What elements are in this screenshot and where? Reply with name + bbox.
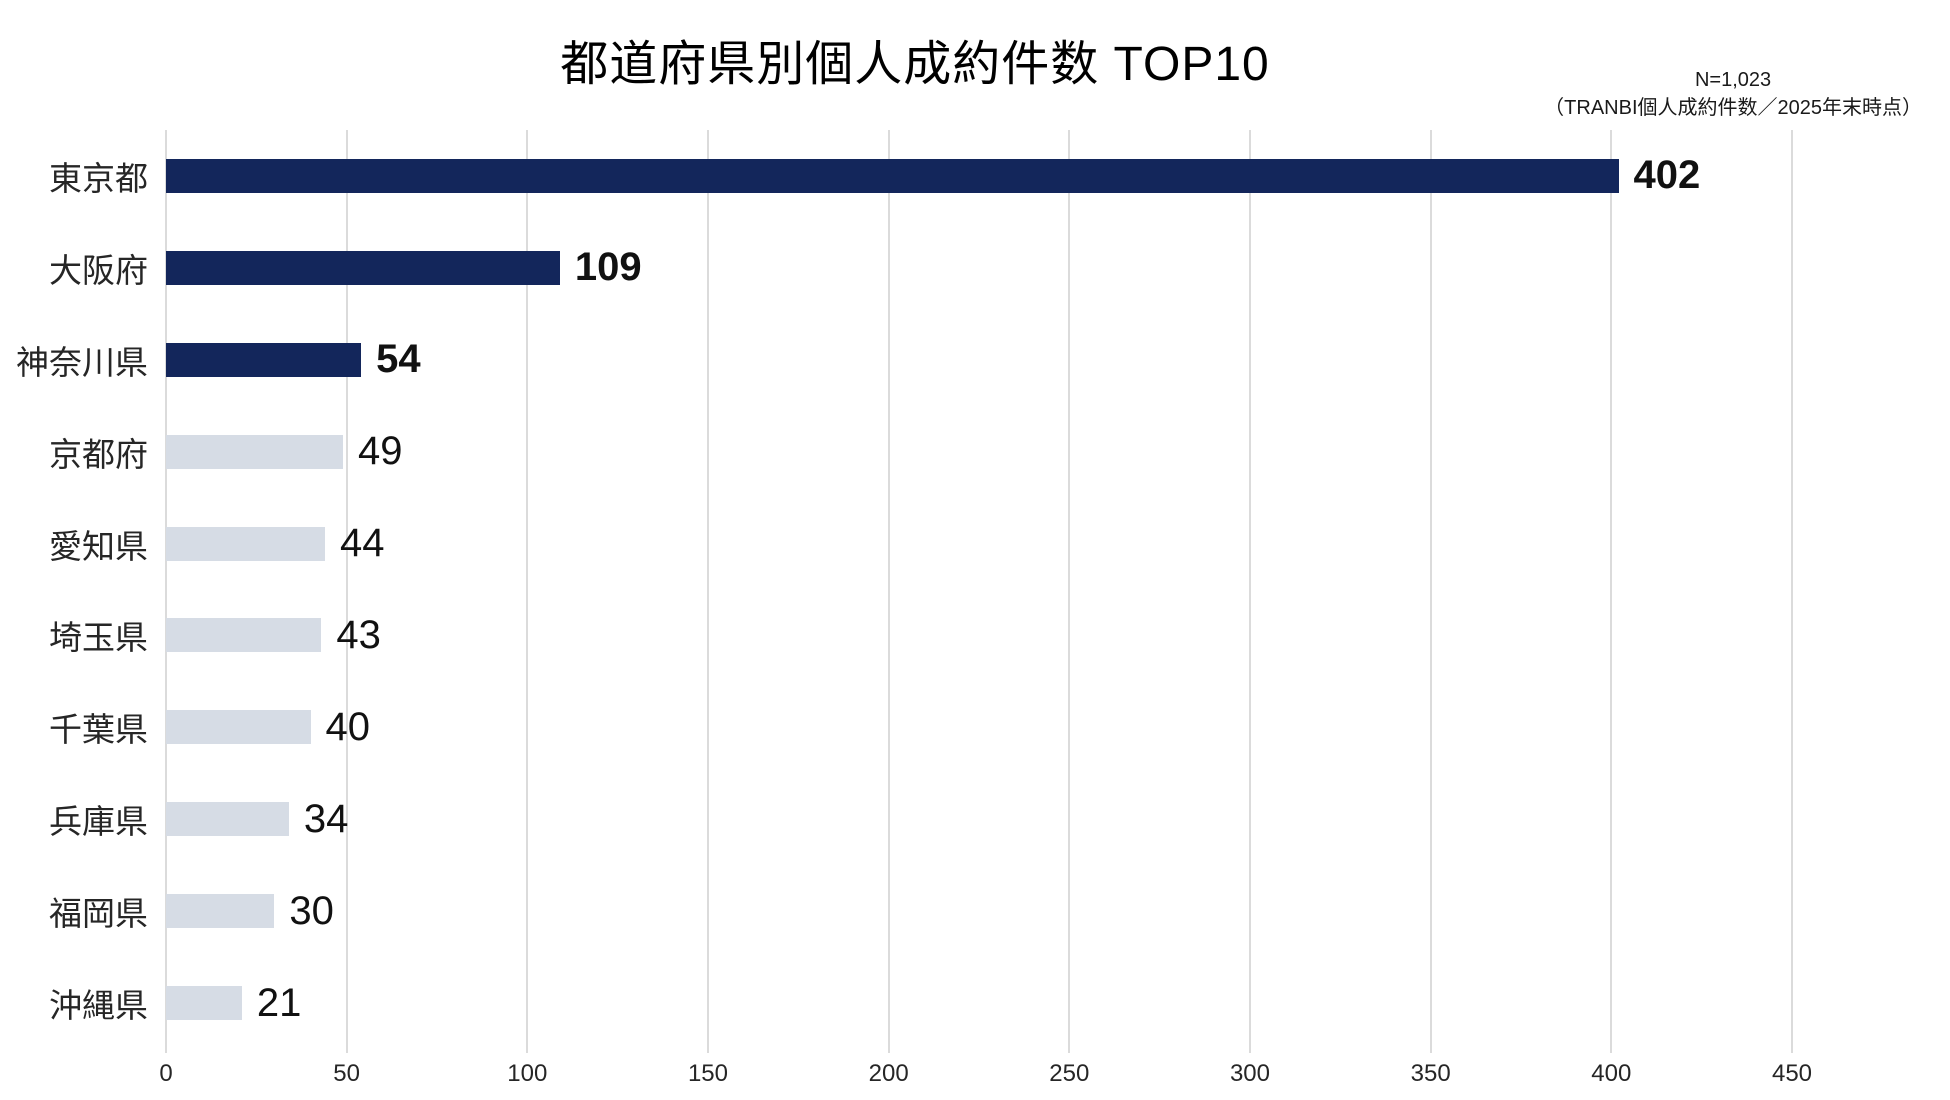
value-label: 34: [303, 796, 349, 841]
value-label: 21: [256, 980, 302, 1025]
x-tick-label: 150: [687, 1060, 729, 1087]
gridline: [165, 130, 167, 1053]
category-label: 神奈川県: [16, 343, 148, 381]
value-label: 40: [325, 704, 371, 749]
x-axis: 0 50 100 150 200 250 300 350 400 450: [159, 1060, 1812, 1092]
source-line: （TRANBI個人成約件数／2025年末時点）: [1544, 97, 1922, 119]
bars: 東京都 402 大阪府 109 神奈川県 54 京都府 49 愛知県 44 埼玉県 43 千葉県 40 兵庫…: [16, 130, 1792, 1049]
category-label: 東京都: [49, 159, 148, 197]
bar: [166, 618, 322, 653]
x-tick-label: 50: [333, 1060, 361, 1087]
category-label: 埼玉県: [49, 619, 148, 657]
bar: [166, 342, 362, 377]
x-tick-label: 300: [1229, 1060, 1271, 1087]
bar-row: 兵庫県 34: [49, 773, 1792, 865]
gridline: [706, 130, 709, 1053]
category-label: 大阪府: [49, 251, 148, 289]
sample-size-line: N=1,023: [1694, 69, 1772, 91]
x-tick-label: 100: [507, 1060, 548, 1087]
category-label: 愛知県: [49, 527, 148, 565]
value-label: 44: [339, 521, 385, 566]
bar-row: 千葉県 40: [49, 681, 1792, 773]
chart-title: 都道府県別個人成約件数 TOP10: [560, 38, 1270, 91]
value-label: 109: [574, 245, 642, 290]
gridline: [1791, 130, 1793, 1053]
bar-row: 大阪府 109: [49, 222, 1792, 314]
gridlines: [165, 130, 1793, 1053]
gridline: [1248, 130, 1251, 1053]
bar: [166, 434, 344, 469]
bar: [166, 894, 275, 929]
gridline: [1610, 130, 1613, 1053]
bar: [166, 986, 242, 1021]
category-label: 京都府: [49, 435, 148, 473]
value-label: 49: [358, 429, 403, 474]
gridline: [1429, 130, 1432, 1053]
sample-size-note: N=1,023 （TRANBI個人成約件数／2025年末時点）: [1544, 66, 1922, 122]
bar: [166, 710, 311, 745]
bar-row: 沖縄県 21: [49, 957, 1792, 1049]
bar: [166, 250, 560, 285]
category-label: 沖縄県: [49, 987, 148, 1025]
category-label: 福岡県: [49, 895, 148, 933]
x-tick-label: 200: [868, 1060, 909, 1087]
x-tick-label: 450: [1771, 1060, 1813, 1087]
x-tick-label: 0: [159, 1060, 173, 1087]
gridline: [1068, 130, 1071, 1053]
bar-row: 福岡県 30: [49, 865, 1792, 957]
bar-row: 埼玉県 43: [49, 590, 1792, 682]
x-tick-label: 400: [1591, 1060, 1632, 1087]
gridline: [526, 130, 529, 1053]
gridline: [345, 130, 348, 1053]
gridline: [887, 130, 890, 1053]
plot-area: 東京都 402 大阪府 109 神奈川県 54 京都府 49 愛知県 44 埼玉県 43 千葉県 40 兵庫…: [16, 130, 1793, 1053]
bar-row: 愛知県 44: [49, 498, 1792, 590]
bar: [166, 526, 325, 561]
bar-row: 神奈川県 54: [16, 314, 1792, 406]
x-tick-label: 350: [1410, 1060, 1451, 1087]
bar-row: 京都府 49: [49, 406, 1792, 498]
bar: [166, 158, 1619, 193]
category-label: 千葉県: [49, 711, 148, 749]
value-label: 30: [289, 888, 334, 933]
x-tick-label: 250: [1049, 1060, 1090, 1087]
value-label: 402: [1633, 153, 1701, 198]
category-label: 兵庫県: [49, 803, 148, 841]
bar-row: 東京都 402: [49, 130, 1792, 222]
value-label: 54: [376, 337, 421, 382]
bar: [166, 802, 289, 837]
value-label: 43: [336, 612, 381, 657]
